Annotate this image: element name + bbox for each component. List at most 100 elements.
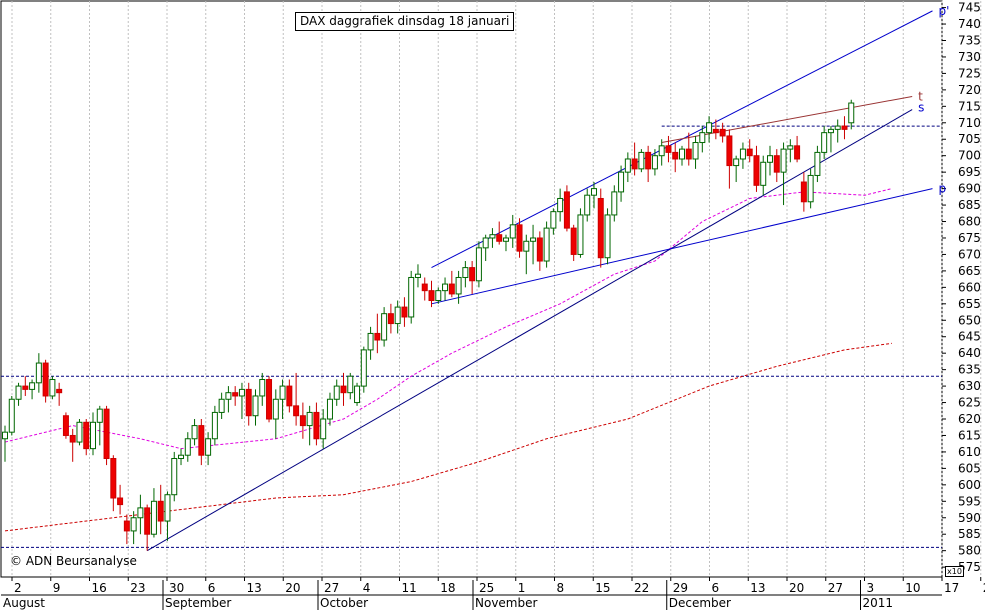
candle-body [191,425,198,440]
candle-body [49,379,56,397]
candle-body [62,415,69,436]
candle-body [794,145,801,160]
candle-body [604,214,611,259]
candle-body [448,283,455,295]
candle-body [76,421,83,443]
candle-body [394,306,401,325]
candle-body [692,142,699,160]
candle-body [117,497,124,506]
x-tick-label: 11 [402,581,417,595]
x-tick-label: 10 [905,581,920,595]
candle-body [408,276,415,318]
candle-body [421,283,428,292]
y-tick-label: 660 [958,280,981,294]
y-tick-label: 655 [958,297,981,311]
candle-body [272,398,279,420]
candle-body [150,500,157,535]
candle-body [780,148,787,173]
candle-body [712,128,719,134]
candle-body [516,224,523,252]
candle-body [401,306,408,318]
y-tick-label: 695 [958,165,981,179]
candle-body [171,458,178,496]
x-tick-label: 29 [673,581,688,595]
candle-body [340,385,347,394]
candle-body [238,388,245,397]
candle-body [611,191,618,216]
x-tick-label: 2 [14,581,22,595]
candle-body [374,332,381,341]
candle-body [232,392,239,397]
scale-multiplier: x10 [945,566,964,577]
candle-body [597,197,604,259]
candle-body [347,375,354,394]
candle-body [35,362,42,384]
y-tick-label: 745 [958,1,981,15]
candle-body [455,276,462,295]
y-tick-label: 700 [958,149,981,163]
candle-body [753,155,760,186]
candle-body [279,385,286,400]
candle-body [130,517,137,532]
candle-body [178,454,185,460]
x-tick-label: 9 [53,581,61,595]
y-tick-label: 595 [958,494,981,508]
x-tick-label: 3 [867,581,875,595]
candle-body [679,148,685,160]
candle-body [800,181,807,203]
candle-body [293,405,300,417]
candle-body [848,102,855,124]
candle-body [367,332,374,351]
candle-body [563,191,570,229]
candle-body [387,313,394,325]
candle-body [523,240,530,252]
y-tick-label: 615 [958,428,981,442]
candle-body [245,388,252,417]
candle-body [266,379,273,420]
candle-body [29,382,36,390]
trendline-label: p' [938,4,949,18]
x-tick-label: 25 [479,581,494,595]
candle-body [326,398,333,420]
x-tick-label: 30 [169,581,184,595]
candle-body [651,155,658,170]
candle-body [489,234,496,239]
y-tick-label: 690 [958,182,981,196]
candle-body [767,155,774,163]
y-tick-label: 705 [958,132,981,146]
candle-body [475,247,482,282]
trendline-label: p [938,182,946,196]
month-label: 2011 [863,596,894,610]
x-tick-label: 27 [828,581,843,595]
candle-body [42,362,49,397]
candle-body [841,125,848,130]
candle-body [299,415,306,427]
y-tick-label: 740 [958,17,981,31]
candle-body [184,438,191,456]
candle-body [577,214,584,255]
candle-body [672,151,679,160]
candle-body [631,158,638,170]
x-tick-label: 20 [789,581,804,595]
candle-body [550,211,557,229]
month-label: November [475,596,537,610]
candle-body [618,171,625,193]
candle-body [733,158,740,167]
candle-body [496,234,503,242]
x-tick-label: 17 [944,581,959,595]
candle-body [157,500,164,522]
candle-body [144,507,151,535]
candle-body [381,313,388,341]
candle-body [218,398,225,413]
moving-average-slow [4,342,892,532]
candle-body [56,388,63,394]
y-tick-label: 730 [958,50,981,64]
copyright-label: © ADN Beursanalyse [10,554,137,568]
candle-body [103,408,110,460]
x-tick-label: 18 [440,581,455,595]
candle-body [306,411,313,427]
y-tick-label: 710 [958,116,981,130]
x-tick-label: 16 [92,581,107,595]
trendline-label: s [918,101,924,115]
x-tick-label: 23 [130,581,145,595]
